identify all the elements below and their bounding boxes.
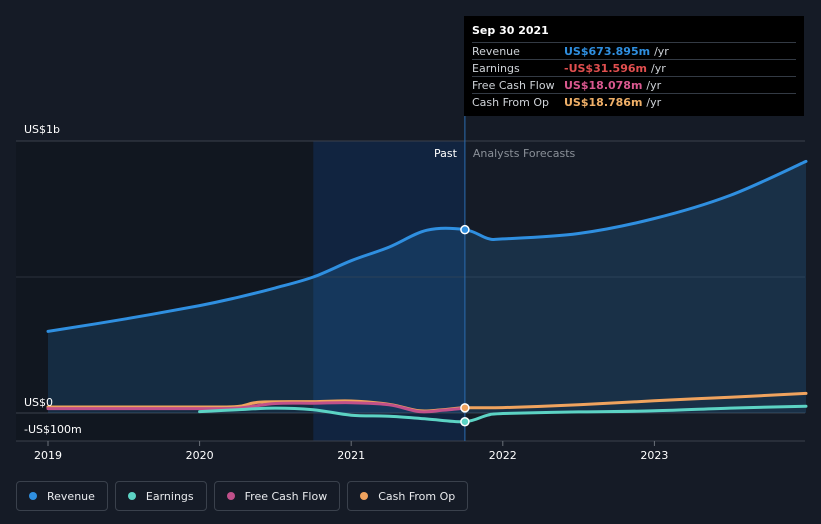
earnings-line bbox=[198, 404, 808, 424]
tooltip-row-unit: /yr bbox=[646, 78, 662, 92]
x-tick-label: 2022 bbox=[489, 449, 517, 462]
tooltip-panel: Sep 30 2021 Revenue US$673.895m /yr Earn… bbox=[464, 16, 804, 116]
x-tick-label: 2019 bbox=[34, 449, 62, 462]
legend-label: Revenue bbox=[47, 489, 95, 503]
free-cash-flow-line bbox=[46, 401, 467, 414]
legend-item-earnings[interactable]: Earnings bbox=[114, 481, 207, 511]
tooltip-row-unit: /yr bbox=[654, 44, 669, 58]
legend-label: Earnings bbox=[145, 489, 194, 503]
legend-label: Cash From Op bbox=[378, 489, 456, 503]
earnings-marker bbox=[460, 416, 470, 427]
tooltip-row-name: Revenue bbox=[472, 44, 520, 58]
cash-from-op-marker bbox=[460, 403, 470, 413]
legend-dot-icon bbox=[29, 492, 37, 500]
legend-label: Free Cash Flow bbox=[244, 489, 328, 503]
x-tick-label: 2023 bbox=[640, 449, 668, 462]
series-layer bbox=[46, 159, 808, 424]
legend-dot-icon bbox=[127, 492, 136, 500]
past-label: Past bbox=[434, 147, 458, 160]
tooltip-row-name: Earnings bbox=[472, 61, 520, 75]
tooltip-row-value: -US$31.596m bbox=[564, 61, 647, 75]
tooltip-row-free-cash-flow: Free Cash Flow US$18.078m /yr bbox=[472, 76, 796, 93]
revenue-marker bbox=[460, 224, 470, 235]
legend-item-cash-from-op[interactable]: Cash From Op bbox=[347, 481, 469, 511]
x-tick-label: 2021 bbox=[337, 449, 365, 462]
tooltip-row-unit: /yr bbox=[650, 61, 666, 75]
revenue-line bbox=[46, 159, 808, 333]
revenue-area bbox=[48, 161, 806, 413]
tooltip-row-value: US$18.786m bbox=[564, 95, 643, 109]
legend-dot-icon bbox=[226, 492, 235, 500]
tooltip-row-unit: /yr bbox=[646, 95, 662, 109]
legend-item-revenue[interactable]: Revenue bbox=[16, 481, 108, 511]
highlight-band bbox=[313, 141, 465, 441]
tooltip-row-name: Free Cash Flow bbox=[472, 78, 555, 92]
tooltip-row-value: US$18.078m bbox=[564, 78, 643, 92]
y-tick-label-0: US$0 bbox=[24, 396, 53, 409]
legend: Revenue Earnings Free Cash Flow Cash Fro… bbox=[16, 481, 469, 511]
tooltip-date: Sep 30 2021 bbox=[472, 24, 549, 37]
tooltip-markers bbox=[460, 224, 470, 427]
x-tick-label: 2020 bbox=[186, 449, 214, 462]
tooltip-row-value: US$673.895m bbox=[564, 44, 651, 58]
tooltip-row-cash-from-op: Cash From Op US$18.786m /yr bbox=[472, 93, 796, 110]
legend-item-free-cash-flow[interactable]: Free Cash Flow bbox=[213, 481, 341, 511]
y-tick-label-neg100m: -US$100m bbox=[24, 423, 82, 436]
tooltip-row-revenue: Revenue US$673.895m /yr bbox=[472, 42, 796, 59]
tooltip-row-name: Cash From Op bbox=[472, 95, 550, 109]
tooltip-row-earnings: Earnings -US$31.596m /yr bbox=[472, 59, 796, 76]
y-tick-label-1b: US$1b bbox=[24, 123, 60, 136]
x-axis-ticks: 2019 2020 2021 2022 2023 bbox=[34, 441, 668, 462]
legend-dot-icon bbox=[360, 492, 369, 500]
forecast-label: Analysts Forecasts bbox=[473, 147, 576, 160]
